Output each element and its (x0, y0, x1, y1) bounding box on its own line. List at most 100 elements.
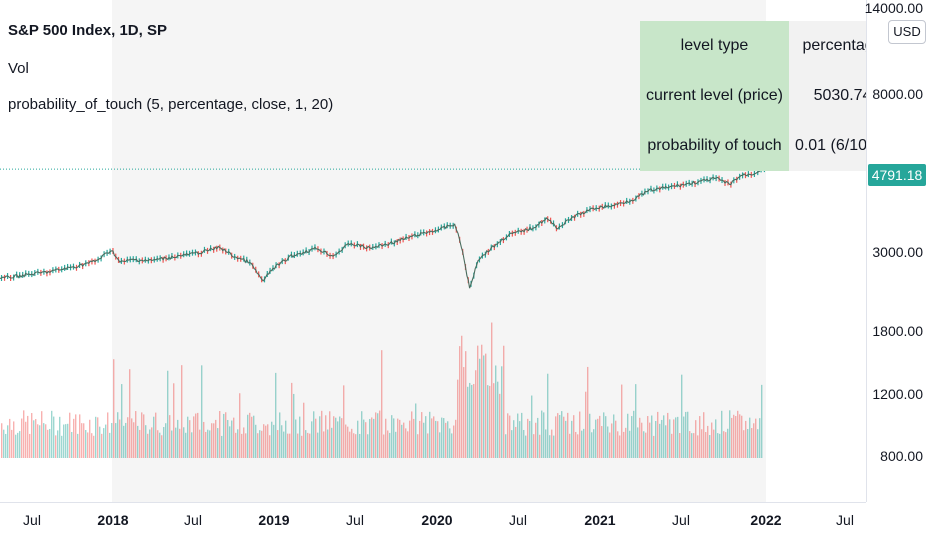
volume-bar (373, 418, 375, 458)
volume-bar (753, 423, 755, 458)
volume-bar (453, 425, 455, 458)
volume-bar (639, 417, 641, 458)
indicator-legend[interactable]: probability_of_touch (5, percentage, clo… (8, 96, 334, 113)
volume-bar (111, 423, 113, 458)
volume-bar (525, 435, 527, 458)
volume-bar (711, 422, 713, 458)
volume-bar (75, 414, 77, 458)
volume-bar (375, 412, 377, 458)
volume-bar (425, 416, 427, 458)
volume-bar (51, 410, 53, 458)
volume-bar (421, 412, 423, 458)
volume-bar (537, 417, 539, 458)
price-scale[interactable]: 14000.00 8000.00 3000.00 1800.00 1200.00… (865, 0, 932, 502)
volume-bar (255, 424, 257, 458)
volume-bar (57, 430, 59, 458)
volume-bar (167, 370, 169, 458)
volume-bar (395, 431, 397, 458)
volume-bar (713, 429, 715, 458)
volume-bar (561, 411, 563, 458)
volume-bar (123, 425, 125, 458)
volume-bar (137, 425, 139, 458)
volume-bar (341, 418, 343, 458)
volume-bar (511, 430, 513, 458)
volume-bar (71, 431, 73, 458)
volume-bar (533, 434, 535, 458)
volume-bar (253, 415, 255, 458)
volume-bar (263, 424, 265, 458)
volume-bar (443, 418, 445, 458)
volume-bar (557, 413, 559, 458)
volume-bar (749, 417, 751, 458)
chart-area[interactable]: S&P 500 Index, 1D, SP Vol probability_of… (0, 0, 897, 502)
volume-bar (65, 424, 67, 458)
currency-button[interactable]: USD (888, 20, 926, 44)
volume-bar (257, 433, 259, 458)
current-price-badge: 4791.18 (868, 164, 926, 186)
volume-bar (545, 429, 547, 458)
volume-bar (599, 415, 601, 458)
time-scale[interactable] (0, 502, 866, 551)
volume-bar (549, 435, 551, 458)
volume-bar (401, 424, 403, 458)
volume-bar (133, 422, 135, 458)
volume-bar (607, 426, 609, 458)
probability-table: level type percentage current level (pri… (640, 21, 897, 171)
volume-bar (21, 418, 23, 458)
volume-bar (267, 424, 269, 458)
volume-bar (407, 431, 409, 458)
volume-bar (723, 431, 725, 458)
volume-bar (147, 433, 149, 458)
volume-bar (725, 432, 727, 458)
volume-bar (643, 431, 645, 458)
table-key-cell: level type (640, 21, 789, 71)
volume-bar (513, 420, 515, 458)
volume-bar (5, 433, 7, 458)
volume-bar (39, 425, 41, 458)
volume-bar (431, 418, 433, 458)
volume-bar (505, 434, 507, 458)
x-tick-label: Jul (836, 512, 854, 528)
table-row: probability of touch 0.01 (6/1004) (640, 121, 897, 171)
volume-bar (327, 429, 329, 458)
volume-bar (583, 428, 585, 458)
volume-bar (115, 423, 117, 458)
volume-bar (759, 418, 761, 458)
volume-bar (203, 421, 205, 458)
volume-bar (631, 416, 633, 458)
volume-bar (215, 419, 217, 458)
volume-bar (357, 420, 359, 458)
volume-bar (63, 424, 65, 458)
volume-bar (293, 393, 295, 458)
volume-bar (523, 429, 525, 458)
volume-bar (659, 423, 661, 458)
volume-bar (235, 432, 237, 458)
volume-legend[interactable]: Vol (8, 60, 29, 77)
volume-bar (227, 419, 229, 458)
volume-bar (419, 420, 421, 458)
volume-bar (201, 365, 203, 458)
volume-bar (415, 403, 417, 458)
volume-bar (145, 425, 147, 458)
volume-bar (653, 435, 655, 458)
volume-bar (199, 429, 201, 458)
volume-bar (347, 426, 349, 458)
y-tick-label: 1800.00 (872, 323, 923, 339)
volume-bar (141, 412, 143, 458)
volume-bar (243, 427, 245, 458)
volume-bar (727, 428, 729, 458)
volume-bar (647, 416, 649, 458)
volume-bar (649, 422, 651, 458)
volume-bar (229, 426, 231, 458)
price-series-line (0, 168, 765, 289)
volume-bar (181, 365, 183, 458)
symbol-title[interactable]: S&P 500 Index, 1D, SP (8, 22, 167, 39)
volume-bar (197, 412, 199, 458)
volume-bar (619, 435, 621, 458)
volume-bar (507, 413, 509, 458)
volume-bar (463, 367, 465, 458)
volume-bar (315, 418, 317, 458)
volume-bar (693, 433, 695, 458)
volume-bar (745, 420, 747, 458)
volume-bar (667, 412, 669, 458)
